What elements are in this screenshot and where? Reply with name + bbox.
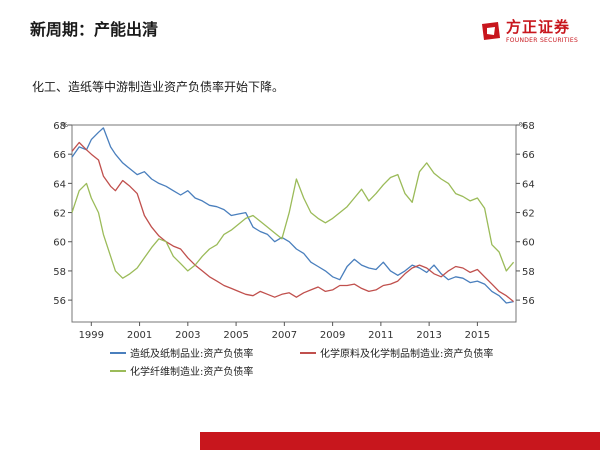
y-tick-label-left: 62 [53,209,66,220]
chart-caption: 化工、造纸等中游制造业资产负债率开始下降。 [32,80,285,94]
y-tick-label-left: 68 [53,121,66,132]
y-tick-label-right: 62 [522,209,535,220]
logo-text: 方正证券 [506,18,571,36]
series-line [71,141,515,303]
footer-bar [200,432,600,450]
y-unit-right: % [519,121,526,129]
y-tick-label-right: 68 [522,121,535,132]
x-tick-label: 1999 [79,330,104,341]
legend-label: 化学纤维制造业:资产负债率 [130,365,253,378]
y-tick-label-right: 56 [522,296,535,307]
x-tick-label: 2003 [175,330,200,341]
y-tick-label-left: 66 [53,150,66,161]
y-tick-label-right: 58 [522,267,535,278]
x-tick-label: 2005 [223,330,248,341]
y-tick-label-left: 58 [53,267,66,278]
plot-frame [71,124,517,323]
logo-subtext: FOUNDER SECURITIES [506,37,579,44]
x-tick-label: 2009 [320,330,345,341]
line-chart: 56 56 58 58 60 60 62 62 64 64 66 66 68 68% % 1999 2001 20… [53,121,535,378]
x-tick-label: 2007 [272,330,297,341]
y-tick-label-right: 66 [522,150,535,161]
series-line [71,127,514,304]
brand-logo: 方正证券 FOUNDER SECURITIES [480,14,590,54]
y-tick-label-left: 64 [53,179,66,190]
y-tick-label-left: 60 [53,238,66,249]
page-title: 新周期：产能出清 [30,20,159,39]
legend-label: 造纸及纸制品业:资产负债率 [130,347,253,360]
x-tick-label: 2011 [368,330,393,341]
y-unit-left: % [61,121,68,129]
x-tick-label: 2013 [416,330,441,341]
series-line [71,162,515,279]
y-tick-label-right: 64 [522,179,535,190]
x-tick-label: 2001 [127,330,152,341]
x-tick-label: 2015 [465,330,490,341]
logo-mark-icon [482,22,500,40]
legend-label: 化学原料及化学制品制造业:资产负债率 [320,347,493,360]
y-tick-label-left: 56 [53,296,66,307]
y-tick-label-right: 60 [522,238,535,249]
